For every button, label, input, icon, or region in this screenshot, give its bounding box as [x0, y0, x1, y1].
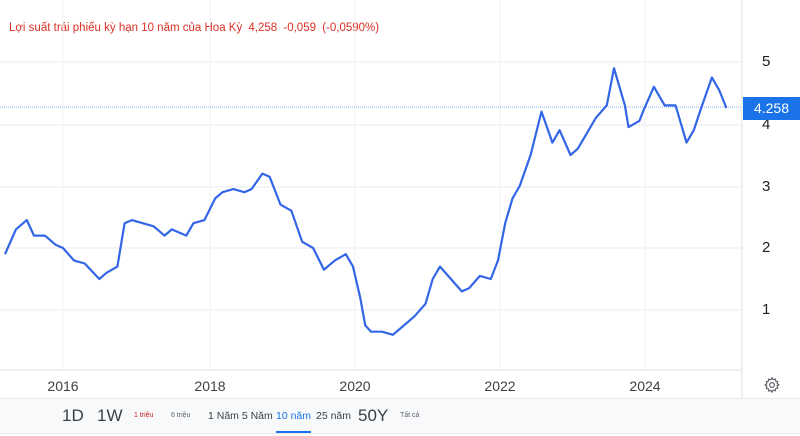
chart-title: Lợi suất trái phiếu kỳ hạn 10 năm của Ho…	[9, 22, 382, 34]
range-option[interactable]: 1 Năm 5 Năm	[208, 410, 273, 422]
x-axis-tick: 2020	[339, 378, 371, 394]
x-axis-tick: 2022	[484, 378, 516, 394]
range-option[interactable]: 10 năm	[276, 399, 312, 433]
chart-canvas[interactable]	[0, 0, 800, 400]
y-axis-tick: 3	[762, 178, 771, 195]
gear-icon[interactable]	[763, 376, 781, 394]
x-axis-tick: 2018	[194, 378, 226, 394]
range-option[interactable]: 50Y	[358, 406, 389, 425]
range-option[interactable]: 1W	[97, 406, 123, 425]
range-option[interactable]: 1 triệu	[134, 412, 154, 419]
yield-line	[3, 67, 728, 336]
grid-lines	[0, 0, 743, 400]
current-yield: 4,258	[248, 22, 278, 34]
range-option[interactable]: Tất cả	[400, 412, 420, 419]
title-label: Lợi suất trái phiếu kỳ hạn 10 năm của Ho…	[9, 22, 243, 34]
range-option[interactable]: 25 năm	[316, 410, 352, 422]
range-option[interactable]: 6 triệu	[171, 412, 191, 419]
y-axis-tick: 4	[762, 116, 771, 133]
yield-change-percent: (-0,0590%)	[322, 22, 380, 34]
y-axis-tick: 5	[762, 53, 771, 70]
yield-change: -0,059	[283, 22, 316, 34]
range-option[interactable]: 1D	[62, 406, 84, 425]
x-axis-tick: 2024	[629, 378, 661, 394]
x-axis-tick: 2016	[47, 378, 79, 394]
current-price-tag: 4.258	[743, 97, 800, 120]
y-axis-tick: 1	[762, 301, 771, 318]
y-axis-tick: 2	[762, 239, 771, 256]
range-selector: 1D 1W 1 triệu 6 triệu 1 Năm 5 Năm 10 năm 25 nă…	[0, 398, 800, 434]
